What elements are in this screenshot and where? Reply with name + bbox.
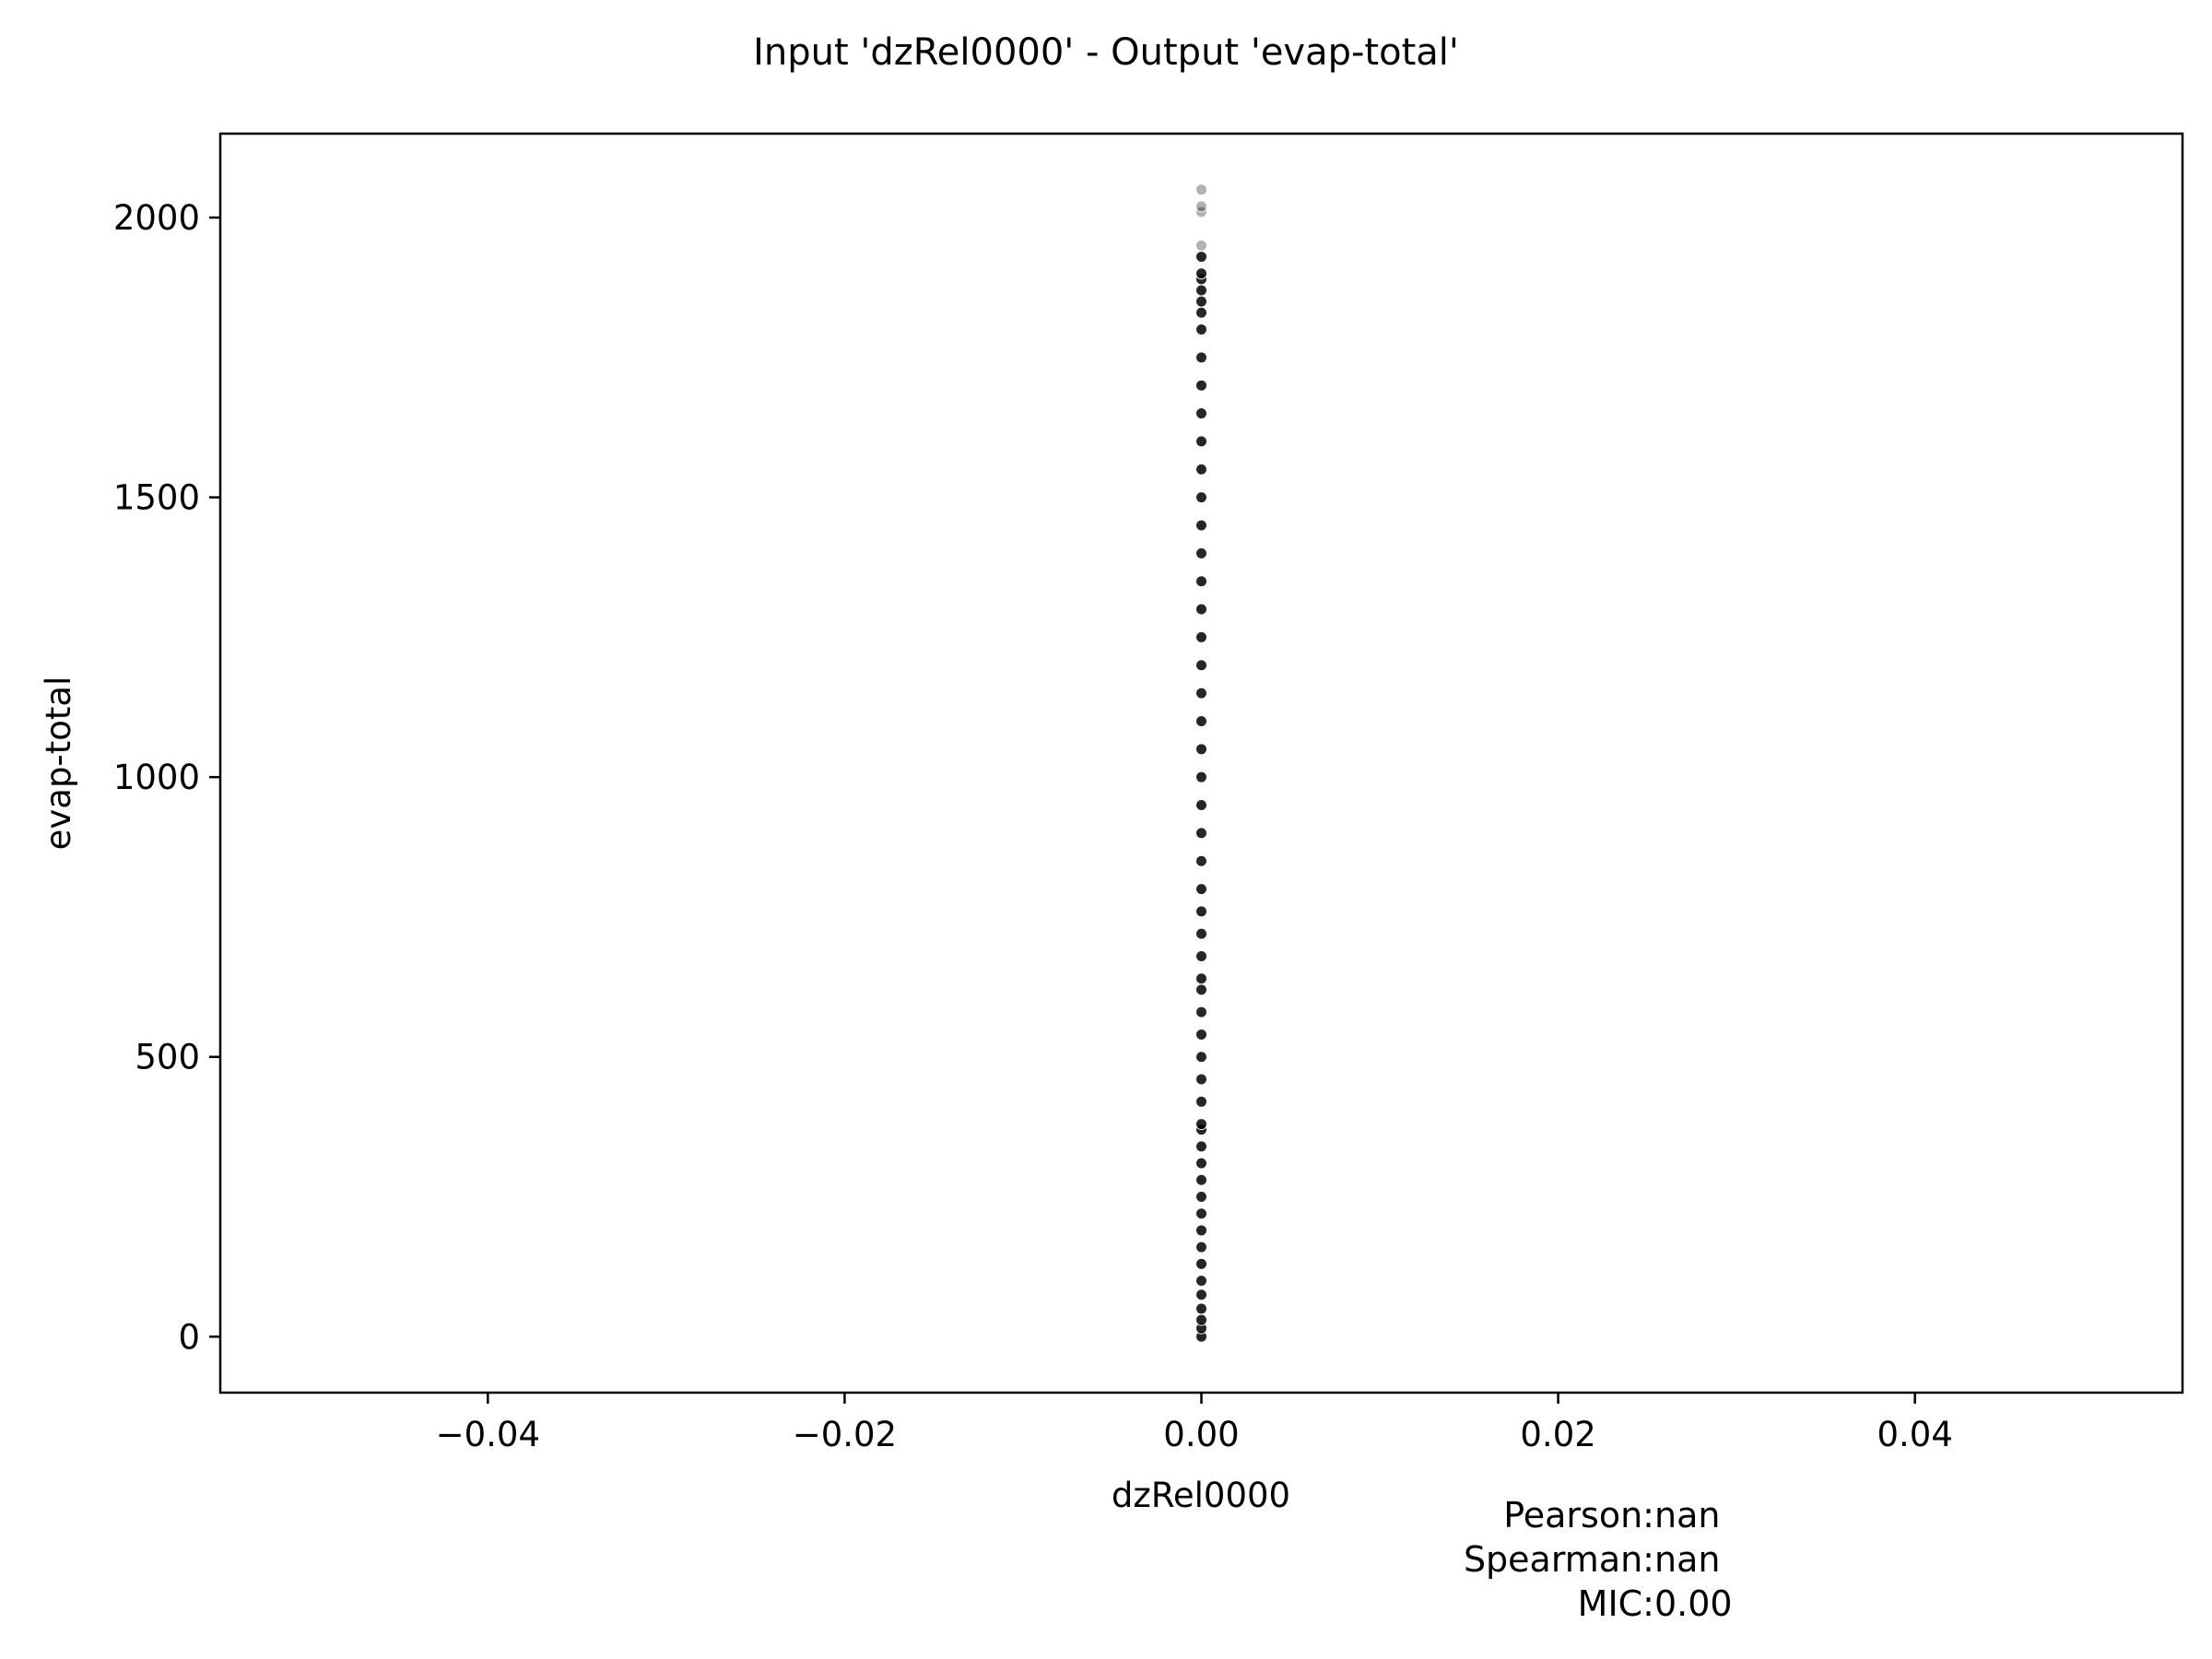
stat-value: 0.00 bbox=[1654, 1583, 1733, 1624]
data-point bbox=[1195, 267, 1207, 280]
data-point bbox=[1195, 905, 1207, 918]
data-point bbox=[1195, 949, 1207, 962]
data-point bbox=[1195, 1173, 1207, 1186]
data-point bbox=[1195, 183, 1207, 196]
data-point bbox=[1195, 575, 1207, 588]
y-tick-label: 2000 bbox=[113, 198, 200, 238]
data-point bbox=[1195, 435, 1207, 448]
data-point bbox=[1195, 827, 1207, 840]
data-point bbox=[1195, 379, 1207, 392]
x-axis-ticks: −0.04 −0.02 0.00 0.02 0.04 bbox=[436, 1393, 1953, 1454]
data-point bbox=[1195, 1095, 1207, 1108]
data-point bbox=[1195, 407, 1207, 420]
data-point bbox=[1195, 239, 1207, 252]
data-point bbox=[1195, 547, 1207, 559]
stat-value: nan bbox=[1654, 1495, 1721, 1535]
x-tick-label: −0.02 bbox=[793, 1415, 897, 1454]
data-point bbox=[1195, 1207, 1207, 1220]
data-point bbox=[1195, 519, 1207, 532]
data-point bbox=[1195, 799, 1207, 812]
x-tick-label: −0.04 bbox=[436, 1415, 540, 1454]
x-tick-label: 0.04 bbox=[1877, 1415, 1952, 1454]
data-point bbox=[1195, 1241, 1207, 1253]
y-axis-label: evap-total bbox=[39, 677, 78, 851]
data-point bbox=[1195, 323, 1207, 335]
y-tick-label: 0 bbox=[178, 1317, 200, 1357]
y-tick-label: 500 bbox=[135, 1038, 200, 1077]
y-axis-ticks: 0 500 1000 1500 2000 bbox=[113, 198, 220, 1357]
data-point bbox=[1195, 972, 1207, 985]
data-point bbox=[1195, 284, 1207, 297]
data-point bbox=[1195, 1157, 1207, 1170]
x-axis-label: dzRel0000 bbox=[1112, 1476, 1290, 1515]
data-point bbox=[1195, 1118, 1207, 1131]
y-tick-label: 1000 bbox=[113, 758, 200, 797]
data-point bbox=[1195, 1006, 1207, 1018]
data-point bbox=[1195, 854, 1207, 867]
stat-spearman: Spearman: nan bbox=[1382, 1537, 1751, 1582]
data-points bbox=[1195, 183, 1207, 1343]
y-tick-label: 1500 bbox=[113, 478, 200, 518]
data-point bbox=[1195, 1191, 1207, 1204]
data-point bbox=[1195, 1028, 1207, 1041]
data-point bbox=[1195, 1275, 1207, 1288]
data-point bbox=[1195, 603, 1207, 616]
data-point bbox=[1195, 491, 1207, 504]
chart-title: Input 'dzRel0000' - Output 'evap-total' bbox=[753, 31, 1459, 74]
x-tick-label: 0.00 bbox=[1163, 1415, 1239, 1454]
data-point bbox=[1195, 251, 1207, 264]
axes-frame bbox=[218, 132, 2184, 1394]
correlation-stats: Pearson: nan Spearman: nan MIC: 0.00 bbox=[1382, 1493, 1751, 1626]
data-point bbox=[1195, 1288, 1207, 1301]
stat-mic: MIC: 0.00 bbox=[1382, 1582, 1751, 1626]
data-point bbox=[1195, 630, 1207, 643]
data-point bbox=[1195, 1257, 1207, 1270]
data-point bbox=[1195, 295, 1207, 308]
data-point bbox=[1195, 659, 1207, 672]
stat-label: Spearman: bbox=[1463, 1539, 1654, 1580]
data-point bbox=[1195, 927, 1207, 940]
stat-label: Pearson: bbox=[1503, 1495, 1654, 1535]
data-point bbox=[1195, 1302, 1207, 1315]
data-point bbox=[1195, 351, 1207, 364]
data-point bbox=[1195, 1224, 1207, 1237]
data-point bbox=[1195, 771, 1207, 783]
data-point bbox=[1195, 983, 1207, 996]
data-point bbox=[1195, 1073, 1207, 1086]
x-tick-label: 0.02 bbox=[1520, 1415, 1595, 1454]
data-point bbox=[1195, 463, 1207, 476]
data-point bbox=[1195, 1313, 1207, 1326]
data-point bbox=[1195, 743, 1207, 756]
stat-label: MIC: bbox=[1577, 1583, 1654, 1624]
data-point bbox=[1195, 1051, 1207, 1064]
data-point bbox=[1195, 306, 1207, 319]
data-point bbox=[1195, 1140, 1207, 1153]
data-point bbox=[1195, 200, 1207, 213]
stat-pearson: Pearson: nan bbox=[1382, 1493, 1751, 1537]
data-point bbox=[1195, 687, 1207, 700]
data-point bbox=[1195, 714, 1207, 727]
data-point bbox=[1195, 883, 1207, 896]
stat-value: nan bbox=[1654, 1539, 1721, 1580]
